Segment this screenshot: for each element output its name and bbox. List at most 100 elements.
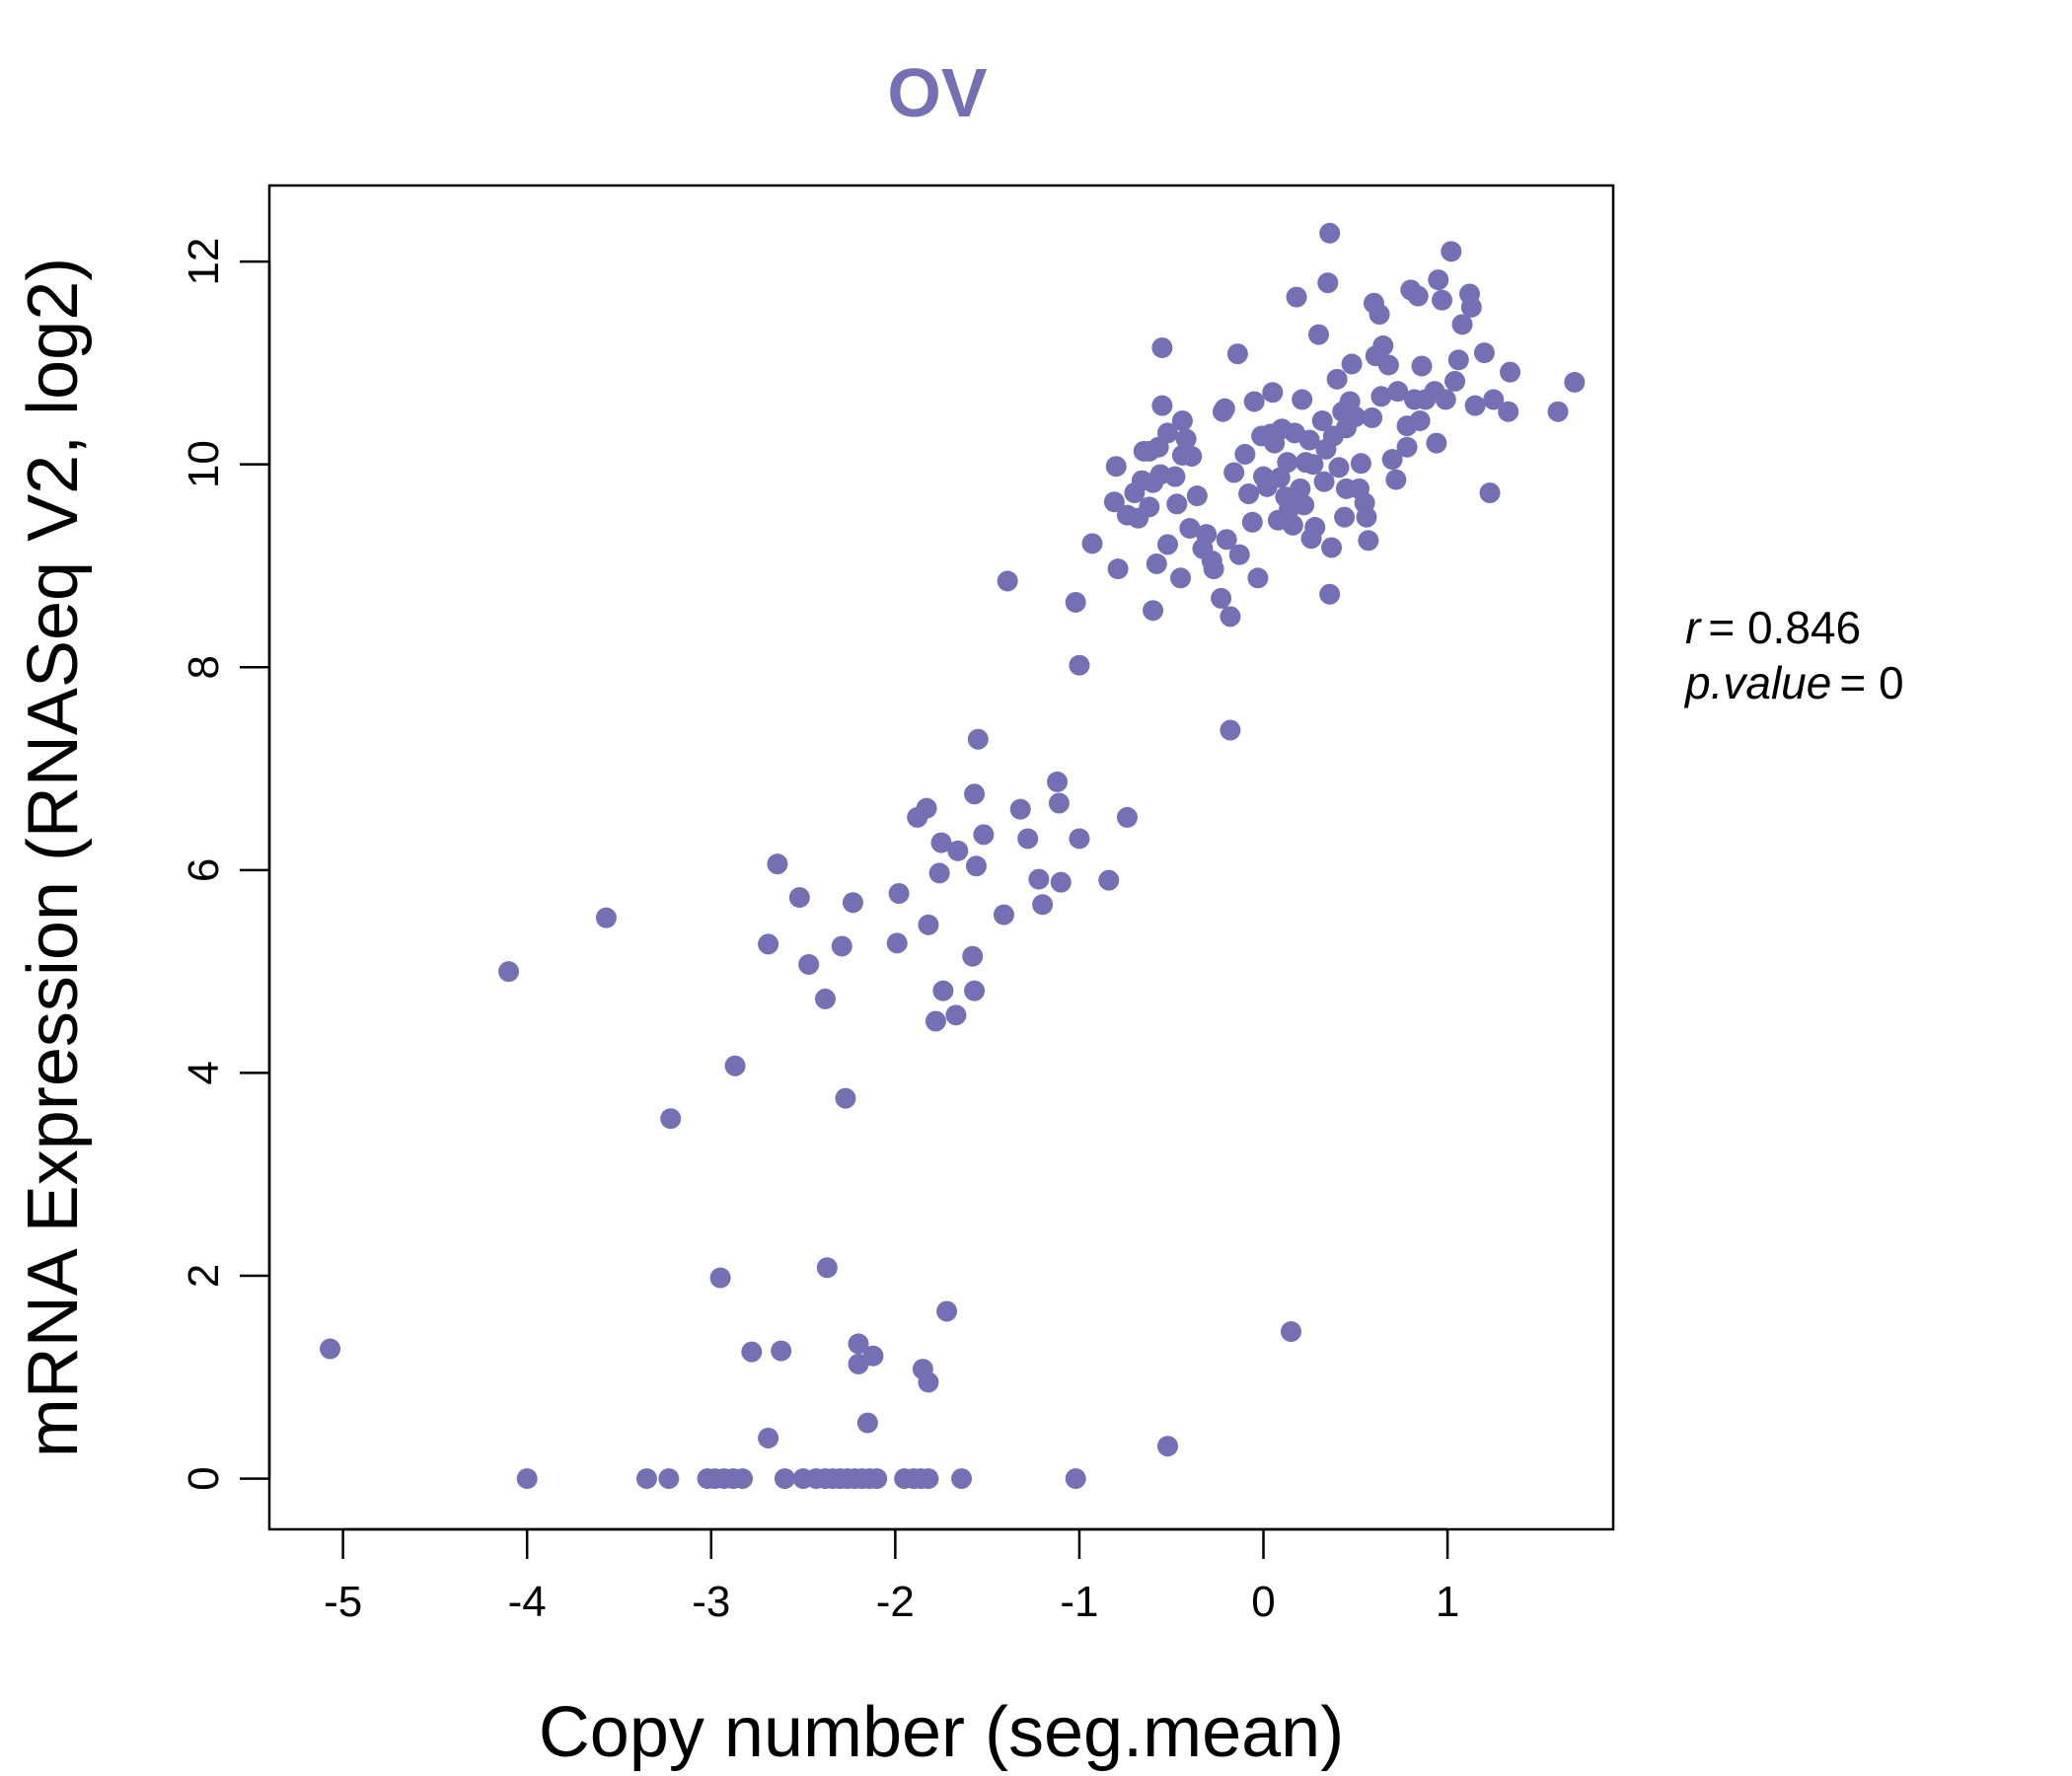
- data-point: [1032, 894, 1054, 916]
- data-point: [1362, 407, 1383, 428]
- plot-frame: [267, 184, 1615, 1531]
- data-point: [918, 914, 939, 935]
- data-point: [816, 1257, 838, 1279]
- data-point: [741, 1341, 763, 1363]
- data-point: [932, 980, 954, 1001]
- data-point: [1464, 395, 1486, 416]
- data-point: [928, 862, 950, 884]
- data-point: [1372, 334, 1394, 356]
- data-point: [731, 1468, 753, 1490]
- data-point: [1171, 444, 1193, 466]
- y-tick-label: 4: [180, 1061, 228, 1084]
- data-point: [1428, 269, 1449, 291]
- p-value: = 0: [1839, 657, 1903, 708]
- x-tick-label: -2: [876, 1578, 915, 1626]
- data-point: [709, 1267, 731, 1289]
- data-point: [918, 1468, 939, 1490]
- data-point: [1156, 534, 1178, 555]
- data-point: [1350, 453, 1371, 475]
- correlation-stats: r = 0.846 p.value = 0: [1683, 602, 1904, 708]
- data-point: [1069, 828, 1090, 850]
- data-point: [1277, 452, 1298, 474]
- data-point: [1081, 533, 1103, 555]
- data-point: [1311, 409, 1333, 431]
- y-tick-label: 0: [180, 1466, 228, 1490]
- x-tick-label: -1: [1060, 1578, 1098, 1626]
- data-point: [1411, 355, 1433, 377]
- data-point: [1228, 544, 1250, 565]
- data-point: [1048, 792, 1070, 814]
- data-point: [1385, 469, 1407, 490]
- data-point: [1460, 296, 1482, 318]
- data-point: [1047, 771, 1069, 792]
- data-point: [1107, 558, 1129, 580]
- data-point: [1321, 537, 1343, 558]
- data-point: [997, 570, 1018, 592]
- data-point: [1479, 481, 1501, 503]
- y-axis-title: mRNA Expression (RNASeq V2, log2): [14, 258, 93, 1457]
- data-point: [1196, 524, 1218, 546]
- data-point: [1186, 485, 1208, 507]
- data-point: [1262, 382, 1284, 404]
- data-point: [1426, 432, 1447, 454]
- data-point: [993, 904, 1014, 925]
- data-point: [1065, 591, 1086, 613]
- data-point: [965, 855, 987, 877]
- data-point: [1302, 454, 1324, 476]
- data-point: [1451, 314, 1473, 335]
- data-point: [964, 980, 986, 1001]
- data-point: [1128, 507, 1149, 529]
- data-point: [767, 853, 788, 875]
- data-point: [862, 1345, 884, 1367]
- x-axis: -5 -4 -3 -2 -1 0 1: [324, 1527, 1459, 1626]
- data-point: [945, 1004, 967, 1026]
- data-point: [1238, 482, 1260, 504]
- data-point: [1335, 417, 1357, 439]
- data-point: [1304, 516, 1326, 538]
- y-tick-label: 2: [180, 1264, 228, 1288]
- data-point: [947, 840, 969, 861]
- data-point: [1226, 343, 1248, 365]
- data-point: [835, 1087, 856, 1109]
- data-point: [1220, 606, 1241, 628]
- data-point: [1307, 324, 1329, 345]
- data-point: [758, 1427, 779, 1448]
- data-point: [1377, 354, 1399, 376]
- data-point: [1216, 529, 1237, 551]
- data-point: [635, 1468, 657, 1490]
- data-point: [1166, 493, 1188, 515]
- data-point: [973, 824, 995, 846]
- data-point: [1247, 567, 1269, 589]
- data-point: [1409, 409, 1431, 431]
- data-point: [1139, 440, 1160, 462]
- data-point: [498, 961, 520, 983]
- data-point: [1098, 869, 1120, 891]
- x-axis-title: Copy number (seg.mean): [539, 1693, 1344, 1772]
- data-point: [1435, 389, 1456, 410]
- data-point: [1356, 506, 1377, 528]
- data-point: [1028, 868, 1050, 890]
- data-point: [724, 1055, 746, 1076]
- data-point: [1319, 222, 1341, 244]
- data-point: [1358, 530, 1379, 552]
- data-point: [1103, 491, 1125, 513]
- data-point: [1143, 600, 1164, 622]
- y-axis: 0 2 4 6 8 10 12: [180, 238, 271, 1491]
- data-point: [1241, 511, 1263, 533]
- data-point: [1447, 349, 1469, 371]
- data-point: [1065, 1468, 1086, 1490]
- data-point: [930, 832, 952, 853]
- data-point: [1334, 506, 1356, 528]
- data-point: [866, 1468, 888, 1490]
- data-point: [842, 892, 863, 914]
- data-point: [1105, 456, 1127, 478]
- y-tick-label: 8: [180, 655, 228, 679]
- data-point: [1431, 289, 1452, 311]
- r-stat: r = 0.846: [1685, 602, 1861, 653]
- data-point: [774, 1468, 795, 1490]
- data-point: [951, 1468, 973, 1490]
- data-point: [1498, 401, 1519, 422]
- data-point: [1050, 871, 1072, 893]
- x-tick-label: -3: [692, 1578, 730, 1626]
